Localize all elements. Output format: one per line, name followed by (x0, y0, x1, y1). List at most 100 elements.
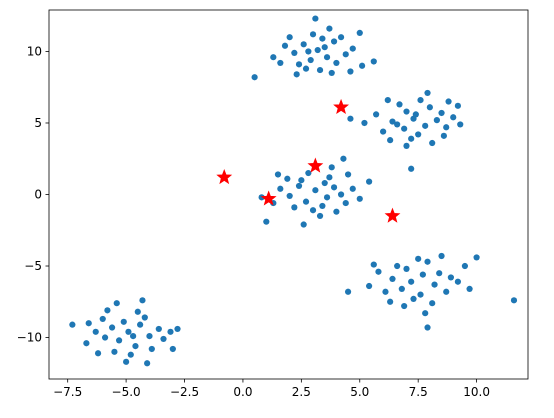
centroid-star-marker (216, 169, 233, 185)
data-point (424, 324, 431, 331)
data-point (403, 265, 410, 272)
data-point (323, 54, 331, 61)
y-tick-label: −5 (24, 259, 42, 273)
data-point (443, 124, 450, 131)
data-point (450, 114, 457, 121)
data-point (326, 174, 333, 181)
data-point (403, 108, 410, 115)
x-tick-label: 10.0 (463, 385, 490, 399)
data-point (422, 310, 429, 317)
data-point (410, 295, 417, 303)
data-point (115, 337, 123, 344)
data-point (342, 199, 349, 207)
data-point (461, 262, 469, 270)
data-point (401, 125, 408, 132)
data-point (314, 46, 321, 54)
data-point (286, 192, 293, 200)
plot-frame (48, 9, 529, 380)
data-point (436, 270, 443, 277)
data-point (141, 314, 148, 321)
data-point (101, 334, 109, 341)
data-point (408, 135, 415, 142)
data-point (99, 315, 106, 323)
data-point (510, 297, 518, 304)
data-point (302, 65, 310, 72)
data-point (396, 101, 403, 108)
data-point (340, 155, 347, 162)
data-point (295, 182, 303, 190)
centroid-star-marker (260, 190, 277, 206)
data-point (270, 54, 277, 61)
data-point (403, 142, 410, 149)
data-point (127, 351, 134, 358)
x-tick-label: 0.0 (233, 385, 252, 399)
data-point (426, 104, 433, 111)
data-point (330, 38, 338, 45)
data-point (83, 340, 90, 347)
data-point (277, 59, 284, 67)
data-point (359, 62, 366, 69)
data-point (319, 35, 326, 42)
data-point (356, 195, 363, 202)
y-tick-label: 10 (27, 44, 42, 58)
data-point (69, 321, 76, 328)
data-point (443, 288, 450, 295)
x-tick-label: 2.5 (292, 385, 311, 399)
data-point (342, 51, 349, 58)
data-point (305, 169, 312, 177)
data-point (134, 308, 141, 315)
data-point (307, 56, 314, 64)
data-point (415, 255, 422, 262)
data-point (447, 274, 454, 281)
data-point (328, 164, 335, 171)
data-point (281, 42, 289, 49)
x-tick-label: −7.5 (53, 385, 82, 399)
data-point (387, 298, 394, 305)
data-point (323, 194, 331, 201)
data-point (380, 128, 387, 135)
data-point (312, 15, 319, 22)
data-point (108, 324, 116, 331)
data-point (375, 268, 382, 275)
data-point (440, 132, 447, 139)
data-point (417, 97, 424, 104)
data-point (445, 98, 452, 105)
data-point (415, 131, 422, 138)
data-point (387, 137, 394, 144)
data-point (328, 69, 335, 77)
data-point (263, 218, 270, 225)
data-point (274, 171, 282, 178)
data-point (298, 177, 305, 184)
data-point (111, 348, 118, 355)
data-point (104, 307, 111, 314)
data-point (295, 61, 303, 68)
centroid-star-marker (384, 207, 401, 223)
data-point (401, 302, 408, 310)
data-point (277, 185, 284, 192)
data-point (316, 66, 324, 74)
data-point (333, 59, 340, 67)
data-point (258, 194, 265, 201)
data-point (251, 74, 258, 81)
data-point (137, 321, 144, 328)
data-point (433, 117, 440, 124)
data-point (139, 297, 146, 304)
data-point (330, 184, 338, 191)
data-point (361, 119, 368, 127)
data-point (300, 41, 307, 48)
data-point (284, 175, 291, 182)
data-point (366, 282, 373, 290)
y-tick-label: 5 (34, 116, 42, 130)
data-point (302, 198, 310, 205)
data-point (429, 139, 436, 147)
data-point (148, 345, 155, 353)
data-point (132, 343, 139, 350)
data-point (412, 111, 419, 118)
data-point (384, 97, 391, 104)
data-point (167, 328, 174, 335)
data-point (438, 109, 445, 117)
data-point (85, 320, 92, 327)
data-point (309, 207, 317, 214)
